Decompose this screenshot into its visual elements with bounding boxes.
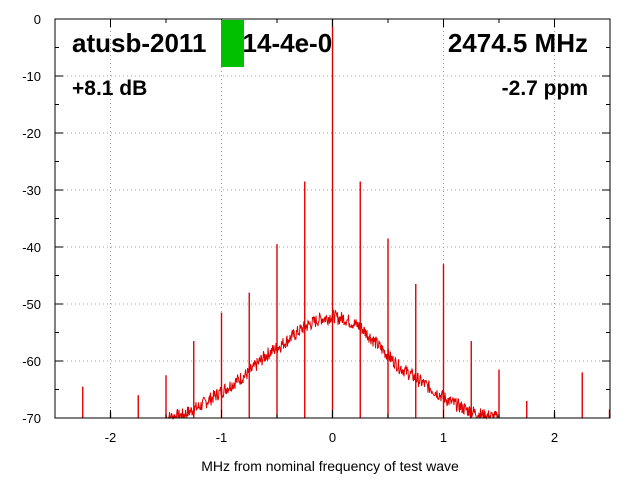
y-tick-label: 0 [34, 12, 41, 27]
y-tick-label: -40 [22, 240, 41, 255]
y-tick-label: -50 [22, 297, 41, 312]
y-tick-labels: 0 -10 -20 -30 -40 -50 -60 -70 [22, 12, 41, 426]
y-tick-label: -20 [22, 126, 41, 141]
ppm-label: -2.7 ppm [502, 77, 588, 100]
x-axis-title: MHz from nominal frequency of test wave [201, 458, 459, 474]
x-tick-label: 0 [329, 430, 336, 445]
y-tick-label: -10 [22, 69, 41, 84]
y-tick-label: -60 [22, 354, 41, 369]
gain-label: +8.1 dB [72, 77, 147, 100]
x-tick-label: -2 [105, 430, 117, 445]
y-tick-label: -30 [22, 183, 41, 198]
x-tick-label: 1 [440, 430, 447, 445]
device-id-label: atusb-2011 214-4e-0 [72, 28, 332, 58]
x-tick-labels: -2 -1 0 1 2 [105, 430, 558, 445]
highlight-marker [221, 20, 244, 67]
y-tick-label: -70 [22, 411, 41, 426]
frequency-label: 2474.5 MHz [448, 28, 588, 58]
x-tick-label: -1 [216, 430, 228, 445]
x-tick-label: 2 [551, 430, 558, 445]
